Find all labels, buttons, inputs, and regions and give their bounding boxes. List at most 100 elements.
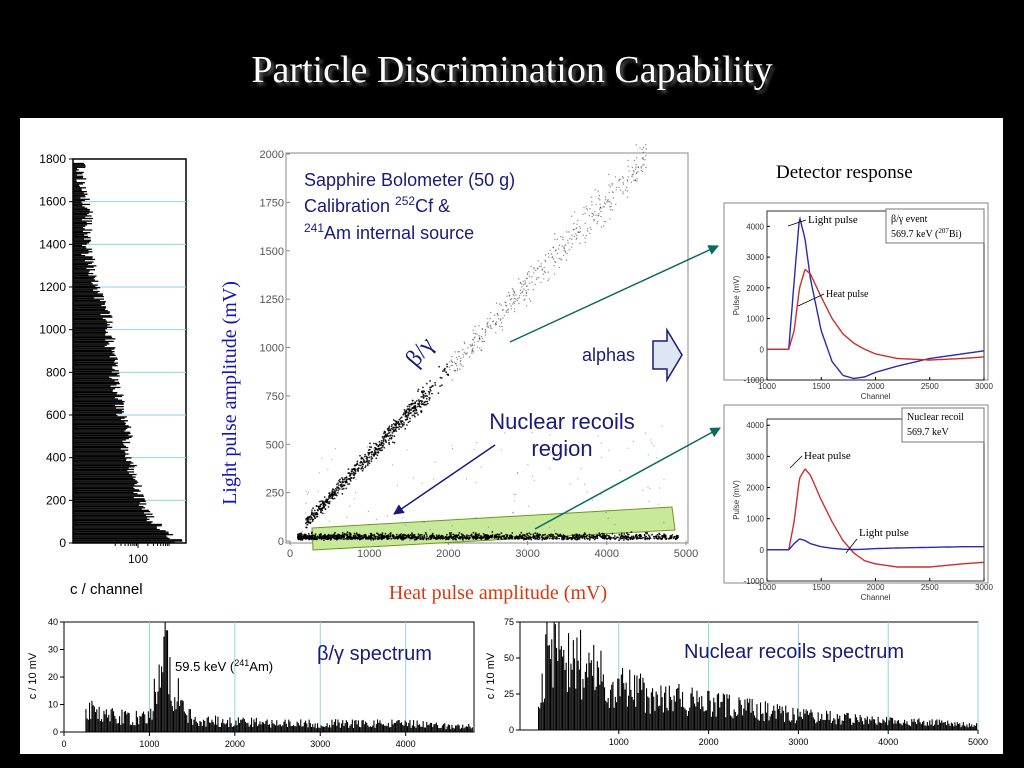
- beta-gamma-point: [398, 425, 401, 428]
- spectrum-bar: [180, 700, 182, 732]
- nuclear-recoil-point: [304, 536, 307, 538]
- spectrum-bar: [260, 724, 262, 732]
- beta-gamma-point: [324, 508, 327, 510]
- beta-gamma-point: [550, 253, 553, 255]
- beta-gamma-point: [494, 323, 497, 325]
- nuclear-recoil-arrow: [534, 427, 721, 530]
- scatter-noise-point: [549, 468, 551, 470]
- beta-gamma-point: [560, 236, 562, 238]
- beta-gamma-point: [536, 267, 539, 269]
- nuclear-recoil-point: [335, 534, 338, 537]
- scatter-noise-point: [649, 487, 651, 490]
- beta-gamma-point: [592, 213, 594, 215]
- beta-gamma-point: [345, 487, 348, 490]
- spectrum-bar: [438, 728, 440, 732]
- beta-light-pulse-line: [767, 216, 985, 380]
- left-histogram-bar: [73, 270, 90, 272]
- spectrum-bar: [775, 718, 777, 730]
- beta-gamma-point: [579, 231, 581, 233]
- beta-gamma-point: [563, 245, 565, 247]
- left-histogram-bar: [73, 214, 88, 216]
- nuclear-recoil-point: [380, 538, 383, 540]
- left-histogram-bar: [73, 417, 125, 419]
- spectrum-ytick: 75: [504, 617, 514, 627]
- nuclear-recoil-point: [458, 536, 461, 538]
- spectrum-bar: [350, 724, 352, 732]
- nuclear-recoil-point: [374, 537, 377, 540]
- nuclear-recoil-point: [470, 535, 473, 537]
- left-histogram-bar: [73, 403, 124, 405]
- spectrum-bar: [703, 711, 705, 730]
- left-histogram-xtick: 100: [128, 552, 148, 566]
- nuclear-recoil-point: [590, 534, 593, 537]
- nuclear-recoil-point: [486, 536, 488, 539]
- beta-gamma-point: [361, 465, 364, 468]
- beta-gamma-point: [610, 203, 612, 205]
- left-histogram-bar: [73, 292, 98, 294]
- beta-gamma-point: [552, 246, 554, 248]
- spectrum-bar: [599, 684, 601, 730]
- left-histogram-bar: [73, 320, 107, 322]
- beta-gamma-point: [551, 256, 553, 259]
- spectrum-bar: [385, 725, 387, 732]
- nuclear-recoil-point: [620, 537, 622, 540]
- beta-gamma-point: [402, 413, 405, 416]
- beta-gamma-point: [326, 501, 329, 504]
- spectrum-bar: [816, 721, 818, 730]
- beta-gamma-point: [584, 212, 586, 214]
- beta-gamma-point: [420, 403, 423, 406]
- spectrum-bar: [954, 722, 956, 730]
- spectrum-bar: [604, 687, 606, 730]
- scatter-noise-point: [475, 481, 477, 484]
- spectrum-bar: [641, 689, 643, 730]
- nuclear-recoil-point: [477, 537, 479, 539]
- beta-gamma-point: [592, 214, 595, 216]
- beta-gamma-point: [429, 388, 431, 391]
- beta-gamma-point: [354, 464, 357, 467]
- beta-gamma-point: [498, 325, 501, 328]
- beta-gamma-point: [558, 257, 560, 260]
- beta-gamma-point: [408, 403, 410, 406]
- beta-gamma-point: [556, 238, 558, 240]
- spectrum-bar: [623, 683, 625, 730]
- beta-gamma-point: [420, 396, 423, 398]
- spectrum-bar: [914, 721, 916, 730]
- scatter-noise-point: [409, 539, 411, 541]
- left-histogram-bar: [73, 224, 88, 226]
- nuclear-recoil-point: [425, 533, 428, 536]
- beta-gamma-point: [411, 399, 414, 402]
- beta-gamma-point: [537, 268, 539, 270]
- nuclear-recoil-point: [510, 534, 512, 537]
- spectrum-bar: [846, 712, 848, 730]
- scatter-noise-point: [451, 525, 453, 527]
- spectrum-bar: [906, 721, 908, 730]
- spectrum-bar: [348, 727, 350, 732]
- left-histogram-bar: [73, 412, 123, 414]
- spectrum-bar: [899, 723, 901, 730]
- spectrum-xtick: 3000: [788, 737, 808, 747]
- spectrum-bar: [261, 722, 263, 732]
- scatter-inner-title-2: Calibration 252Cf &: [304, 194, 450, 216]
- spectrum-bar: [742, 715, 744, 730]
- alphas-label: alphas: [582, 345, 635, 365]
- beta-gamma-point: [517, 297, 519, 300]
- spectrum-bar: [314, 723, 316, 732]
- left-histogram-bar: [73, 234, 85, 236]
- scatter-noise-point: [392, 427, 394, 429]
- left-histogram-bar: [73, 345, 105, 348]
- beta-gamma-point: [342, 487, 345, 490]
- nuclear-recoil-point: [635, 533, 638, 536]
- left-histogram-bar: [73, 518, 150, 520]
- beta-gamma-point: [382, 439, 385, 442]
- beta-gamma-point: [398, 418, 401, 421]
- scatter-noise-point: [404, 524, 407, 526]
- nuclear-recoil-point: [303, 533, 306, 536]
- beta-gamma-point: [337, 482, 339, 484]
- spectrum-bar: [330, 727, 332, 732]
- left-histogram-bar: [73, 503, 147, 505]
- spectrum-bar: [877, 716, 879, 730]
- scatter-noise-point: [403, 511, 405, 513]
- spectrum-bar: [832, 720, 834, 730]
- scatter-noise-point: [480, 466, 482, 468]
